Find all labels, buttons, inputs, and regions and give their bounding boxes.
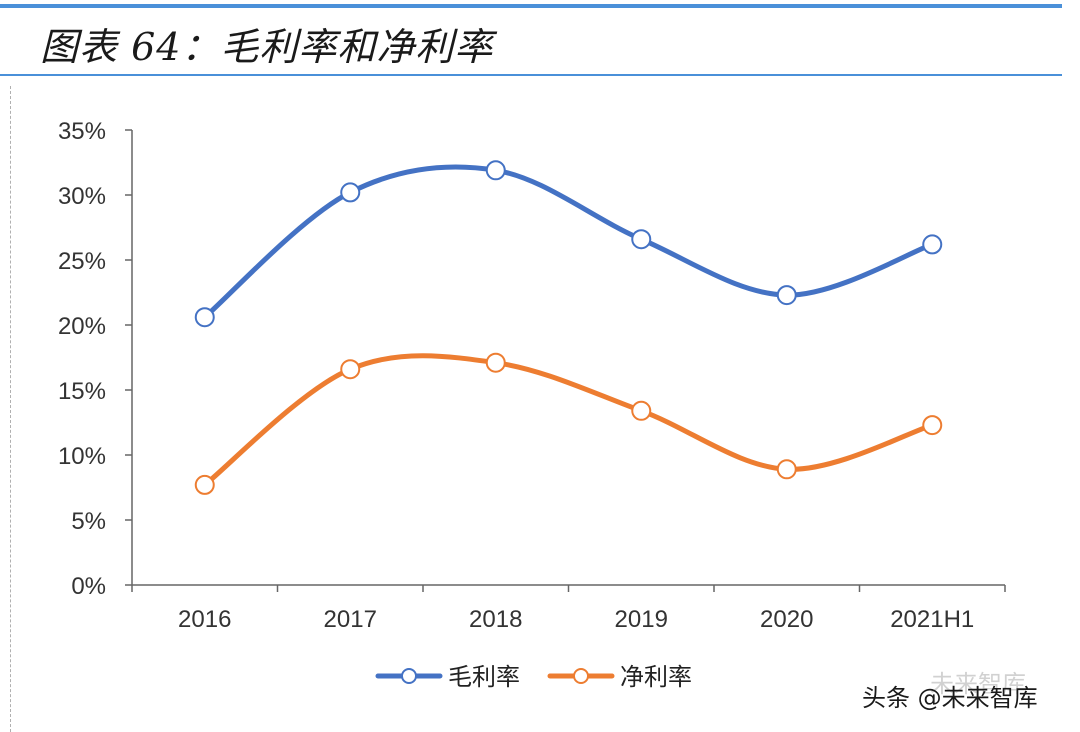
x-tick-label: 2021H1 [890,606,974,633]
data-point [340,182,361,203]
data-point [485,352,506,373]
watermark-text: 头条 @未来智库 [862,684,1038,712]
watermark: 头条 @未来智库 [862,678,1038,713]
left-dashed-border [10,86,11,732]
top-rule [0,4,1062,8]
series-points [194,160,943,495]
data-point [194,474,215,495]
legend: 毛利率 净利率 [375,663,692,691]
chart-title: 图表 64：毛利率和净利率 [40,25,494,69]
watermark-ghost: 未来智库 [930,670,1026,698]
y-tick-label: 35% [58,118,106,145]
x-tick-label: 2016 [178,606,231,633]
data-point [485,160,506,181]
legend-marker [401,668,417,684]
y-axis-ticks: 35% 30% 25% 20% 15% 10% 5% 0% [58,118,132,600]
y-tick-label: 5% [71,508,106,535]
series-line-1 [202,164,935,320]
x-tick-label: 2018 [469,606,522,633]
y-tick-label: 15% [58,378,106,405]
y-tick-label: 25% [58,248,106,275]
y-tick-label: 0% [71,573,106,600]
data-point [922,234,943,255]
data-point [340,359,361,380]
data-point [631,229,652,250]
data-point [631,400,652,421]
y-tick-label: 30% [58,183,106,210]
x-tick-label: 2017 [324,606,377,633]
y-tick-label: 10% [58,443,106,470]
data-point [194,307,215,328]
x-tick-label: 2019 [615,606,668,633]
data-point [776,459,797,480]
legend-marker [573,668,589,684]
data-point [776,285,797,306]
series-lines [202,164,935,488]
legend-label: 净利率 [620,663,692,691]
data-point [922,415,943,436]
y-tick-label: 20% [58,313,106,340]
x-axis-ticks: 2016 2017 2018 2019 2020 2021H1 [131,585,1006,633]
x-tick-label: 2020 [760,606,813,633]
legend-label: 毛利率 [448,663,520,691]
series-line-2 [202,353,935,488]
title-rule [0,74,1062,76]
